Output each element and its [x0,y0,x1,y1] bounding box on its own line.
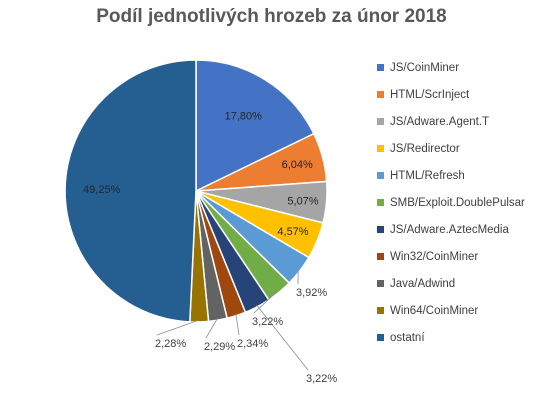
leader-line-js-adware-aztecmedia [256,304,309,371]
legend-item-java-adwind: Java/Adwind [377,270,543,297]
legend-label: JS/Redirector [390,142,460,155]
legend-item-js-coinminer: JS/CoinMiner [377,54,543,81]
legend-label: JS/CoinMiner [390,61,460,74]
legend-swatch [377,253,384,260]
slice-label-html-scrinject: 6,04% [282,159,313,171]
legend-label: HTML/Refresh [390,169,465,182]
slice-label-smb-exploit-doublepulsar: 3,22% [252,316,283,328]
legend-item-ostatn: ostatní [377,324,543,351]
legend-item-html-refresh: HTML/Refresh [377,162,543,189]
legend-item-js-adware-aztecmedia: JS/Adware.AztecMedia [377,216,543,243]
legend-item-js-redirector: JS/Redirector [377,135,543,162]
slice-label-js-coinminer: 17,80% [225,111,263,123]
legend-item-html-scrinject: HTML/ScrInject [377,81,543,108]
legend-item-smb-exploit-doublepulsar: SMB/Exploit.DoublePulsar [377,189,543,216]
slice-label-html-refresh: 3,92% [296,287,327,299]
legend-label: HTML/ScrInject [390,88,470,101]
legend-swatch [377,334,384,341]
legend-item-win32-coinminer: Win32/CoinMiner [377,243,543,270]
slice-label-win32-coinminer: 2,34% [237,338,268,350]
legend-swatch [377,64,384,71]
legend-swatch [377,172,384,179]
legend-label: SMB/Exploit.DoublePulsar [390,196,525,209]
legend-swatch [377,91,384,98]
legend-label: Java/Adwind [390,277,456,290]
slice-label-js-adware-agent-t: 5,07% [287,195,318,207]
slice-label-ostatn: 49,25% [83,184,121,196]
legend-swatch [377,226,384,233]
slice-label-js-adware-aztecmedia: 3,22% [306,373,337,385]
slice-label-win64-coinminer: 2,28% [155,338,186,350]
pie-slice-ostatn [64,59,197,323]
legend-label: JS/Adware.Agent.T [390,115,490,128]
legend-swatch [377,145,384,152]
slice-label-java-adwind: 2,29% [204,341,235,353]
leader-line-win32-coinminer [235,313,240,336]
leader-line-win64-coinminer [156,319,200,336]
legend-swatch [377,118,384,125]
pie-slice-js-coinminer [195,59,315,193]
legend-swatch [377,199,384,206]
legend-item-js-adware-agent-t: JS/Adware.Agent.T [377,108,543,135]
chart-title: Podíl jednotlivých hrozeb za únor 2018 [96,6,447,27]
legend-item-win64-coinminer: Win64/CoinMiner [377,297,543,324]
leader-line-java-adwind [205,317,218,339]
legend-label: JS/Adware.AztecMedia [390,223,509,236]
leader-line-smb-exploit-doublepulsar [253,290,279,314]
legend: JS/CoinMiner HTML/ScrInject JS/Adware.Agen… [377,54,543,351]
legend-swatch [377,307,384,314]
legend-label: ostatní [390,331,425,344]
legend-label: Win64/CoinMiner [390,304,479,317]
legend-label: Win32/CoinMiner [390,250,479,263]
legend-swatch [377,280,384,287]
slice-label-js-redirector: 4,57% [277,226,308,238]
